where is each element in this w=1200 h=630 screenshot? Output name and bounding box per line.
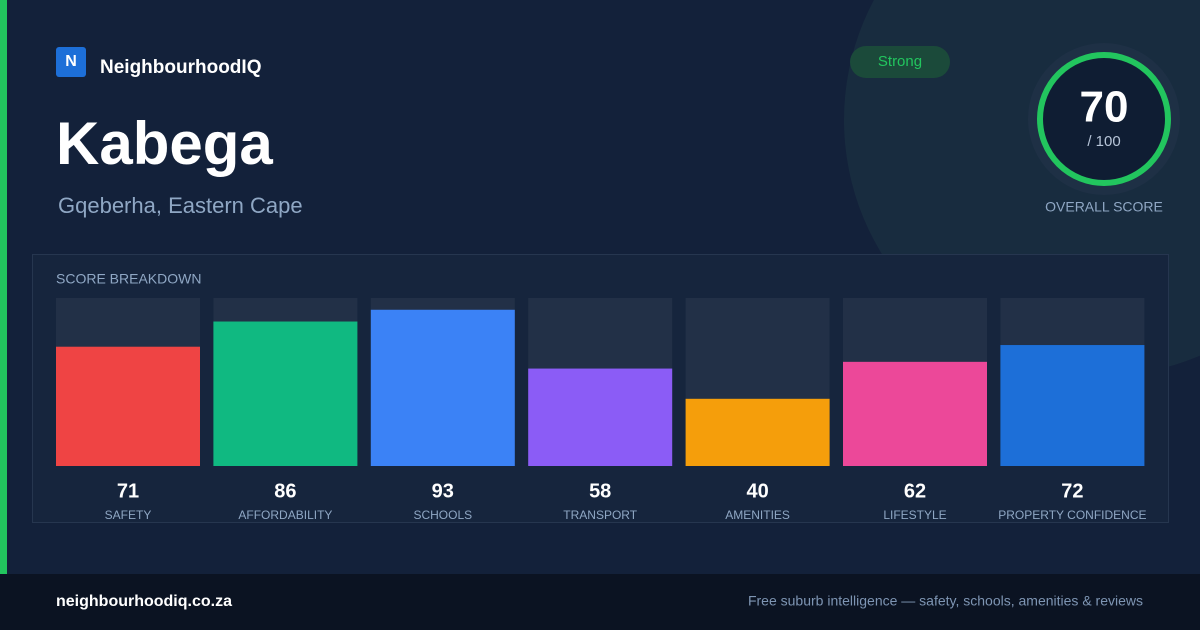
bar-value: 71 — [117, 480, 139, 502]
bar — [685, 398, 830, 466]
bar-label: LIFESTYLE — [883, 508, 946, 522]
suburb-title: Kabega — [56, 110, 273, 177]
badge-text: Strong — [878, 53, 922, 70]
score-value: 70 — [1080, 83, 1129, 132]
bar-label: AMENITIES — [725, 508, 790, 522]
bar — [843, 361, 987, 466]
logo-letter: N — [65, 53, 77, 70]
bar — [1000, 345, 1145, 466]
bar-label: AFFORDABILITY — [238, 508, 332, 522]
breakdown-title: SCORE BREAKDOWN — [56, 271, 201, 287]
brand-name: NeighbourhoodIQ — [100, 57, 261, 78]
location: Gqeberha, Eastern Cape — [58, 193, 303, 218]
badge — [850, 46, 950, 78]
score-caption: OVERALL SCORE — [1045, 199, 1163, 215]
score-ring — [1037, 52, 1171, 186]
bar-label: SAFETY — [105, 508, 152, 522]
bar — [528, 368, 673, 466]
bar-label: PROPERTY CONFIDENCE — [998, 508, 1146, 522]
bar-value: 40 — [746, 480, 768, 502]
bar-value: 72 — [1061, 480, 1083, 502]
bar-value: 58 — [589, 480, 611, 502]
bar — [56, 346, 200, 466]
bar-value: 93 — [432, 480, 454, 502]
logo — [56, 47, 86, 77]
score-max: / 100 — [1087, 133, 1120, 150]
bar-value: 62 — [904, 480, 926, 502]
footer-site: neighbourhoodiq.co.za — [56, 593, 232, 610]
accent-stripe — [0, 0, 7, 574]
bar-chart: 71 SAFETY 86 AFFORDABILITY 93 SCHOOLS 58 TRANSP… — [56, 298, 1147, 522]
footer-tagline: Free suburb intelligence — safety, schoo… — [748, 593, 1143, 609]
bar-label: SCHOOLS — [413, 508, 472, 522]
bar — [213, 321, 358, 466]
bar-label: TRANSPORT — [563, 508, 637, 522]
bar-value: 86 — [274, 480, 296, 502]
footer-bar — [0, 574, 1200, 630]
bar — [370, 309, 515, 466]
